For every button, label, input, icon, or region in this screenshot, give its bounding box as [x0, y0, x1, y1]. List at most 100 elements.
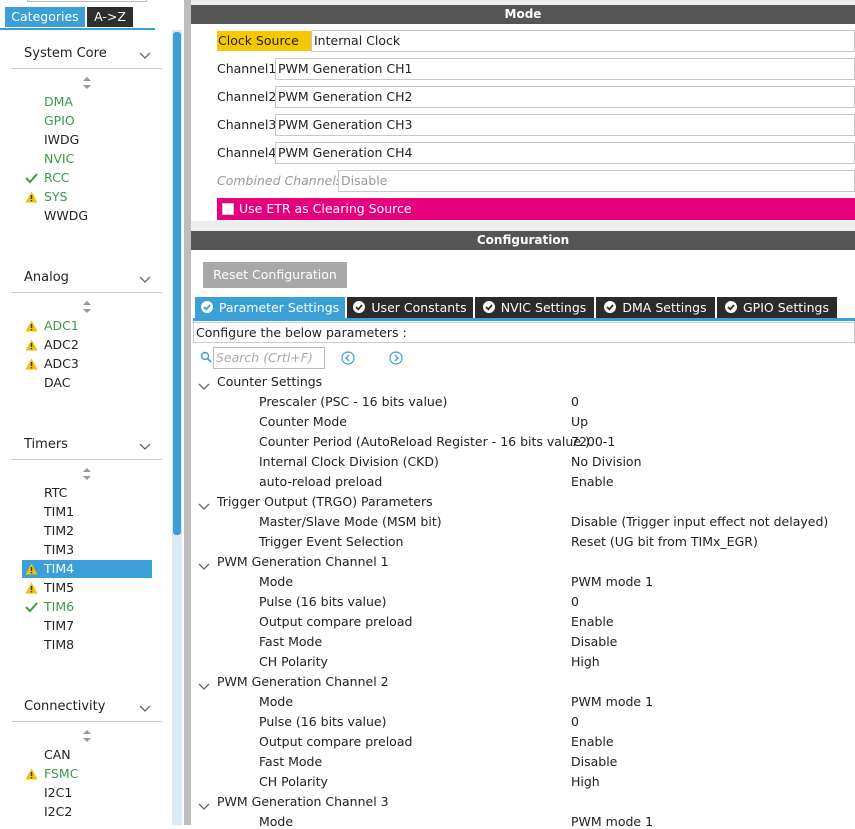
- param-value-text[interactable]: Disable: [571, 754, 618, 769]
- combined-input[interactable]: Disable: [338, 170, 855, 192]
- channel-input-text[interactable]: PWM Generation CH3: [278, 117, 413, 132]
- group-chevron[interactable]: [139, 701, 151, 716]
- config-tab-text[interactable]: Parameter Settings: [218, 300, 340, 315]
- group-title[interactable]: System Core: [24, 46, 107, 61]
- group-chevron[interactable]: [139, 272, 151, 287]
- param-value-text[interactable]: Disable (Trigger input effect not delaye…: [571, 514, 829, 529]
- item-label-text[interactable]: TIM5: [44, 580, 75, 595]
- item-label-text[interactable]: TIM4: [44, 561, 75, 576]
- sort[interactable]: [83, 301, 91, 316]
- param-value[interactable]: Disable: [571, 634, 617, 649]
- param-value-text[interactable]: Disable: [571, 634, 618, 649]
- param-value[interactable]: Disable: [571, 754, 617, 769]
- item-label[interactable]: RCC: [44, 170, 70, 185]
- reset-button[interactable]: Reset Configuration: [203, 262, 347, 288]
- section-chevron[interactable]: [198, 559, 210, 574]
- param-value[interactable]: High: [571, 654, 600, 669]
- section-title-text[interactable]: Trigger Output (TRGO) Parameters: [217, 494, 433, 509]
- item-label-text[interactable]: IWDG: [44, 132, 80, 147]
- config-tab[interactable]: User Constants: [347, 297, 473, 318]
- item-label[interactable]: TIM1: [44, 504, 74, 519]
- item-label-text[interactable]: RCC: [44, 170, 70, 185]
- item-label-text[interactable]: TIM8: [44, 637, 75, 652]
- group-title-text[interactable]: Timers: [24, 437, 68, 452]
- scrollbar-thumb[interactable]: [173, 32, 181, 535]
- item-label-text[interactable]: ADC2: [44, 337, 79, 352]
- item-label[interactable]: TIM3: [44, 542, 74, 557]
- param-value-text[interactable]: High: [571, 774, 600, 789]
- group-chevron[interactable]: [139, 439, 151, 454]
- etr-checkbox[interactable]: [222, 203, 234, 215]
- param-value-text[interactable]: 0: [571, 714, 579, 729]
- section-title[interactable]: Trigger Output (TRGO) Parameters: [217, 494, 433, 509]
- item-label-text[interactable]: TIM6: [44, 599, 75, 614]
- item-label[interactable]: RTC: [44, 485, 67, 500]
- item-label[interactable]: I2C2: [44, 804, 72, 819]
- config-tab-text[interactable]: NVIC Settings: [500, 300, 587, 315]
- group-title[interactable]: Analog: [24, 270, 69, 285]
- config-tab-text[interactable]: DMA Settings: [622, 300, 707, 315]
- param-value[interactable]: Enable: [571, 474, 614, 489]
- search-input-text[interactable]: Search (Crtl+F): [216, 350, 313, 365]
- param-value-text[interactable]: Up: [571, 414, 589, 429]
- clock-input[interactable]: Internal Clock: [311, 30, 855, 52]
- item-label[interactable]: TIM7: [44, 618, 74, 633]
- param-value[interactable]: Up: [571, 414, 588, 429]
- channel-input-text[interactable]: PWM Generation CH1: [278, 61, 413, 76]
- group-title-text[interactable]: System Core: [24, 46, 107, 61]
- config-tab[interactable]: DMA Settings: [596, 297, 715, 318]
- param-value-text[interactable]: PWM mode 1: [571, 574, 654, 589]
- item-label[interactable]: DAC: [44, 375, 70, 390]
- item-label-text[interactable]: ADC1: [44, 318, 79, 333]
- section-title-text[interactable]: PWM Generation Channel 2: [217, 674, 389, 689]
- config-tab-text[interactable]: User Constants: [371, 300, 467, 315]
- group-title[interactable]: Timers: [24, 437, 68, 452]
- item-label-text[interactable]: TIM1: [44, 504, 75, 519]
- item-label[interactable]: TIM8: [44, 637, 74, 652]
- prev-button[interactable]: [341, 351, 355, 368]
- item-label-text[interactable]: DAC: [44, 375, 71, 390]
- group-title[interactable]: Connectivity: [24, 699, 105, 714]
- param-value[interactable]: 7200-1: [571, 434, 615, 449]
- item-label-text[interactable]: RTC: [44, 485, 68, 500]
- group-chevron[interactable]: [139, 48, 151, 63]
- channel-input[interactable]: PWM Generation CH4: [275, 142, 855, 164]
- item-label[interactable]: DMA: [44, 94, 73, 109]
- tab-az[interactable]: A->Z: [87, 7, 133, 27]
- item-label[interactable]: TIM6: [44, 599, 74, 614]
- param-value[interactable]: 0: [571, 394, 579, 409]
- next-button[interactable]: [389, 351, 403, 368]
- config-tab[interactable]: Parameter Settings: [195, 297, 345, 318]
- item-label-text[interactable]: WWDG: [44, 208, 89, 223]
- param-value[interactable]: 0: [571, 594, 579, 609]
- param-value-text[interactable]: PWM mode 1: [571, 694, 654, 709]
- tab-categories[interactable]: Categories: [5, 7, 85, 27]
- sort[interactable]: [83, 730, 91, 745]
- reset-button-text[interactable]: Reset Configuration: [213, 267, 337, 282]
- item-label-text[interactable]: TIM2: [44, 523, 75, 538]
- param-value[interactable]: High: [571, 774, 600, 789]
- item-label[interactable]: WWDG: [44, 208, 88, 223]
- config-tab-text[interactable]: GPIO Settings: [743, 300, 829, 315]
- param-value-text[interactable]: Reset (UG bit from TIMx_EGR): [571, 534, 758, 549]
- item-label[interactable]: CAN: [44, 747, 71, 762]
- item-label-text[interactable]: CAN: [44, 747, 71, 762]
- param-value[interactable]: Enable: [571, 614, 614, 629]
- item-label[interactable]: ADC3: [44, 356, 79, 371]
- tab-az-text[interactable]: A->Z: [94, 9, 126, 24]
- sort[interactable]: [83, 77, 91, 92]
- item-label[interactable]: ADC1: [44, 318, 79, 333]
- param-value-text[interactable]: PWM mode 1: [571, 814, 654, 829]
- item-label[interactable]: FSMC: [44, 766, 78, 781]
- item-label-text[interactable]: I2C2: [44, 804, 73, 819]
- param-value[interactable]: 0: [571, 714, 579, 729]
- param-value[interactable]: Reset (UG bit from TIMx_EGR): [571, 534, 758, 549]
- sort[interactable]: [83, 468, 91, 483]
- item-label[interactable]: SYS: [44, 189, 68, 204]
- section-title[interactable]: Counter Settings: [217, 374, 322, 389]
- clock-input-text[interactable]: Internal Clock: [314, 33, 401, 48]
- channel-input[interactable]: PWM Generation CH3: [275, 114, 855, 136]
- nav-icon[interactable]: [341, 351, 355, 365]
- config-tab[interactable]: GPIO Settings: [717, 297, 837, 318]
- item-label-text[interactable]: SYS: [44, 189, 68, 204]
